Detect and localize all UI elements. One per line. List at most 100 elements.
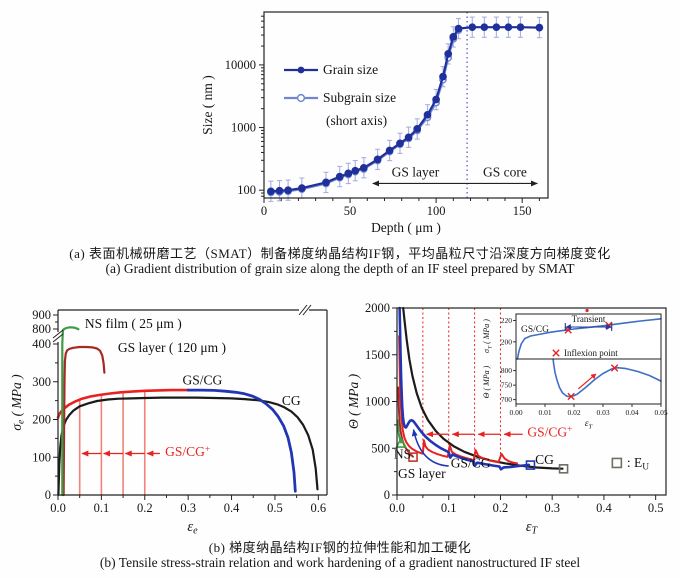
annotation-cg: CG bbox=[535, 452, 554, 467]
chart-grain-size-vs-depth: GS layer GS core Grain size Subgrain size (s… bbox=[200, 11, 549, 235]
plot-frame bbox=[396, 307, 667, 496]
annotation-gs-layer: GS layer ( 120 μm ) bbox=[118, 340, 226, 355]
x-tick-label: 0.0 bbox=[389, 501, 405, 515]
x-tick-label: 0.3 bbox=[544, 501, 560, 515]
data-point bbox=[516, 23, 525, 32]
x-tick-label: 0.0 bbox=[50, 501, 66, 515]
x-axis-title: εe bbox=[187, 519, 198, 537]
inset-y-tick: 700 bbox=[501, 395, 513, 404]
data-point bbox=[351, 166, 360, 175]
series-gscg-plus-red bbox=[398, 335, 518, 465]
inset-ylabel-bottom: Θ ( MPa ) bbox=[482, 365, 491, 398]
y-axis-title: Size ( nm ) bbox=[200, 75, 215, 135]
data-point bbox=[535, 23, 544, 32]
series-cg bbox=[57, 396, 319, 497]
data-point bbox=[322, 178, 330, 187]
data-point bbox=[480, 23, 489, 32]
x-tick-label: 0.4 bbox=[596, 501, 612, 515]
x-axis-title: Depth ( μm ) bbox=[371, 220, 441, 235]
data-point bbox=[385, 146, 394, 155]
x-tick-label: 0.2 bbox=[493, 501, 509, 515]
legend-subgrain-size-2: (short axis) bbox=[326, 113, 387, 128]
y-tick-label: 0 bbox=[45, 488, 51, 502]
caption-a-en: (a) Gradient distribution of grain size … bbox=[105, 261, 575, 276]
x-tick-label: 0.2 bbox=[137, 501, 153, 515]
inset-y-tick: 220 bbox=[501, 316, 513, 325]
y-axis-title: Θ ( MPa ) bbox=[346, 373, 361, 429]
x-tick-label: 0.1 bbox=[441, 501, 457, 515]
x-tick-label: 100 bbox=[427, 204, 446, 218]
x-tick-label: 0.3 bbox=[180, 501, 196, 515]
data-point bbox=[439, 72, 447, 81]
inset-y-tick: 750 bbox=[501, 381, 513, 390]
y-tick-label: 500 bbox=[371, 441, 390, 455]
inset-x-tick: 0.00 bbox=[509, 408, 522, 417]
x-tick-label: 0.5 bbox=[648, 501, 664, 515]
data-point bbox=[504, 23, 513, 32]
data-point bbox=[468, 23, 477, 32]
inset-y-tick: 200 bbox=[501, 337, 513, 346]
data-point bbox=[298, 184, 306, 192]
annotation-gscg: GS/CG bbox=[183, 372, 223, 387]
inset-red-dot bbox=[585, 308, 589, 313]
data-point bbox=[404, 133, 413, 142]
y-tick-label: 400 bbox=[32, 337, 51, 351]
series-gscg-blue bbox=[186, 388, 297, 493]
annotation-ns-film: NS film ( 25 μm ) bbox=[85, 316, 182, 331]
y-tick-label: 1500 bbox=[365, 348, 390, 362]
y-axis-title: σe ( MPa ) bbox=[9, 374, 27, 431]
legend-eu: : EU bbox=[611, 455, 649, 473]
data-point bbox=[275, 186, 284, 195]
inset-x-tick: 0.01 bbox=[538, 408, 551, 417]
data-point bbox=[335, 172, 344, 181]
inset-xlabel: εT bbox=[585, 419, 594, 431]
inset-x-tick: 0.03 bbox=[596, 408, 609, 417]
axis-break-marks bbox=[52, 304, 312, 343]
plot-area: NS GS layer GS/CG CG GS/CG+ bbox=[394, 306, 572, 481]
x-tick-label: 0 bbox=[261, 204, 267, 218]
caption-a-zh: (a) 表面机械研磨工艺（SMAT）制备梯度纳晶结构IF钢，平均晶粒尺寸沿深度方… bbox=[69, 246, 611, 261]
y-tick-label: 100 bbox=[32, 450, 51, 464]
data-point bbox=[373, 155, 382, 164]
x-tick-label: 0.4 bbox=[224, 501, 240, 515]
chart-stress-strain: NS film ( 25 μm ) GS layer ( 120 μm ) GS/C… bbox=[9, 304, 328, 537]
chart-work-hardening: NS GS layer GS/CG CG GS/CG+: EU GS/CG Transien… bbox=[346, 301, 668, 537]
data-point bbox=[267, 187, 275, 196]
legend-subgrain-size: Subgrain size bbox=[323, 90, 396, 105]
series-gscg-blue bbox=[398, 306, 531, 471]
annotation-gscg-plus: GS/CG+ bbox=[527, 424, 572, 439]
data-point bbox=[449, 33, 458, 41]
series-ns-film bbox=[61, 326, 80, 497]
inset-transient-analysis: GS/CG Transient Inflexion point 0.00 0.01 0.0… bbox=[482, 308, 668, 431]
series-gs-layer bbox=[62, 345, 106, 497]
inset-x-tick: 0.04 bbox=[625, 408, 638, 417]
y-tick-label: 2000 bbox=[365, 301, 390, 315]
y-tick-label: 1000 bbox=[231, 121, 256, 135]
gscg-pointer-arrow bbox=[411, 429, 449, 467]
annotation-gscg-plus: GS/CG+ bbox=[165, 444, 210, 459]
marker-CG bbox=[558, 464, 569, 474]
marker-GS layer bbox=[408, 452, 418, 462]
inset-inflexion-legend: Inflexion point bbox=[564, 348, 618, 358]
caption-b-en: (b) Tensile stress-strain relation and w… bbox=[99, 555, 581, 570]
data-point bbox=[444, 50, 453, 58]
x-axis-title: εT bbox=[526, 519, 539, 537]
y-tick-label: 900 bbox=[32, 308, 51, 322]
legend-eu-text: : EU bbox=[627, 455, 649, 473]
marker-NS bbox=[395, 436, 407, 448]
x-tick-label: 0.5 bbox=[267, 501, 283, 515]
annotation-gscg: GS/CG bbox=[451, 456, 491, 471]
inset-x-tick: 0.05 bbox=[654, 408, 667, 417]
inset-stress-curve bbox=[516, 318, 662, 360]
x-tick-label: 150 bbox=[513, 204, 532, 218]
marker-GS/CG bbox=[525, 460, 536, 470]
data-point bbox=[492, 23, 501, 32]
data-point bbox=[413, 125, 422, 133]
gs-core-label: GS core bbox=[483, 164, 527, 179]
data-point bbox=[423, 110, 432, 119]
data-point bbox=[284, 186, 292, 195]
y-tick-label: 0 bbox=[384, 488, 390, 502]
y-tick-label: 10000 bbox=[225, 58, 256, 72]
y-tick-label: 800 bbox=[32, 322, 51, 336]
